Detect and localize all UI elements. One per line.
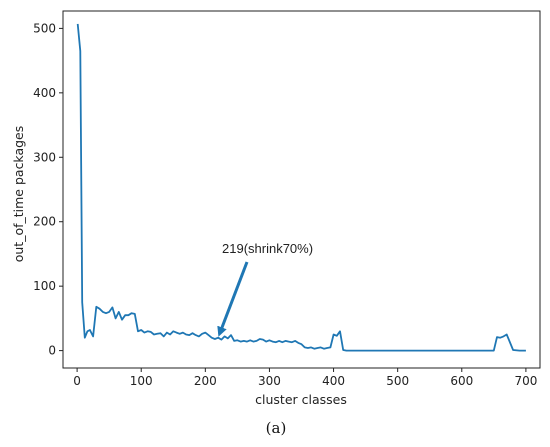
x-tick-label: 500: [386, 374, 409, 388]
y-tick-label: 300: [33, 150, 56, 164]
annotation-text: 219(shrink70%): [222, 241, 313, 256]
x-tick-label: 200: [194, 374, 217, 388]
x-tick-label: 400: [322, 374, 345, 388]
y-tick-label: 0: [48, 344, 56, 358]
x-tick-label: 300: [258, 374, 281, 388]
x-tick-label: 0: [73, 374, 81, 388]
series-line-0: [76, 23, 526, 352]
y-tick-label: 200: [33, 215, 56, 229]
x-tick-label: 600: [450, 374, 473, 388]
y-axis-label: out_of_time packages: [11, 126, 26, 263]
x-tick-label: 100: [130, 374, 153, 388]
y-tick-label: 100: [33, 279, 56, 293]
figure-caption: (a): [266, 419, 287, 437]
x-tick-label: 700: [514, 374, 537, 388]
x-axis-label: cluster classes: [255, 392, 347, 407]
y-tick-label: 500: [33, 21, 56, 35]
y-tick-label: 400: [33, 86, 56, 100]
plot-frame: [62, 10, 541, 369]
annotation-arrow: [217, 261, 249, 337]
